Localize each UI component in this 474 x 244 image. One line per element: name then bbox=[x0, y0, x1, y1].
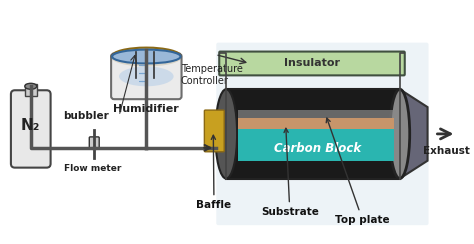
FancyBboxPatch shape bbox=[111, 53, 182, 99]
Bar bbox=[238, 118, 394, 129]
Text: Exhaust: Exhaust bbox=[423, 146, 470, 156]
Text: Insulator: Insulator bbox=[284, 59, 340, 69]
Ellipse shape bbox=[111, 48, 181, 65]
FancyBboxPatch shape bbox=[204, 110, 224, 152]
Bar bbox=[238, 129, 394, 161]
FancyBboxPatch shape bbox=[219, 51, 405, 75]
Text: Flow meter: Flow meter bbox=[64, 164, 121, 173]
Text: Humidifier: Humidifier bbox=[113, 104, 179, 114]
Ellipse shape bbox=[390, 89, 410, 179]
FancyBboxPatch shape bbox=[11, 90, 51, 168]
Bar bbox=[226, 89, 400, 179]
Polygon shape bbox=[400, 89, 428, 179]
Ellipse shape bbox=[215, 89, 237, 179]
Ellipse shape bbox=[119, 66, 173, 86]
Ellipse shape bbox=[25, 83, 36, 89]
Text: Temperature
Controller: Temperature Controller bbox=[181, 64, 242, 86]
Bar bbox=[238, 110, 394, 118]
Text: N₂: N₂ bbox=[21, 119, 40, 133]
Text: Baffle: Baffle bbox=[196, 135, 232, 210]
Bar bbox=[25, 84, 36, 96]
FancyBboxPatch shape bbox=[216, 43, 428, 225]
Ellipse shape bbox=[112, 50, 181, 63]
FancyBboxPatch shape bbox=[89, 137, 99, 149]
Text: Carbon Block: Carbon Block bbox=[274, 142, 362, 155]
Text: Top plate: Top plate bbox=[326, 118, 390, 225]
Text: Substrate: Substrate bbox=[261, 128, 319, 217]
Text: bubbler: bubbler bbox=[64, 111, 109, 121]
